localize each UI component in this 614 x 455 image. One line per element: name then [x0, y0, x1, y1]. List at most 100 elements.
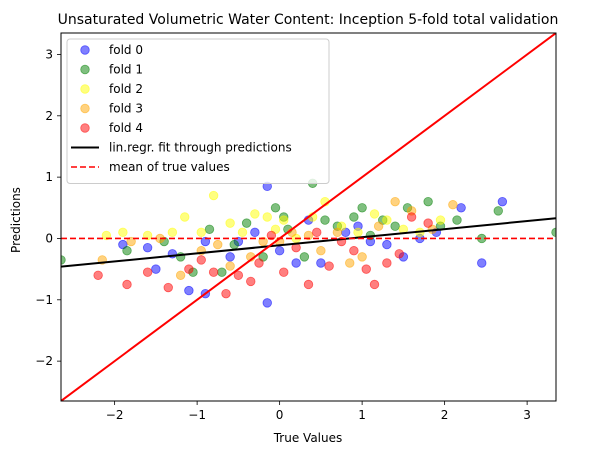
legend-marker: [80, 84, 90, 94]
scatter-point-fold-3: [213, 239, 223, 250]
scatter-point-fold-1: [551, 227, 556, 238]
scatter-point-fold-4: [196, 255, 206, 265]
scatter-point-fold-4: [184, 264, 194, 274]
scatter-point-fold-4: [233, 270, 244, 280]
scatter-point-fold-0: [200, 236, 211, 247]
scatter-point-fold-2: [353, 227, 363, 238]
y-tick-label: 0: [45, 231, 53, 245]
scatter-point-fold-3: [357, 252, 367, 262]
scatter-point-fold-2: [237, 227, 248, 238]
scatter-point-fold-3: [175, 270, 186, 280]
scatter-point-fold-1: [122, 246, 132, 256]
scatter-point-fold-1: [204, 224, 215, 234]
legend-label: mean of true values: [109, 160, 230, 174]
axis-ticks: −2 −1 0 1 2 3 −2 −1 0 1 2 3: [35, 47, 531, 422]
scatter-point-fold-1: [320, 215, 330, 225]
x-tick-label: 3: [523, 408, 531, 422]
scatter-point-fold-4: [93, 270, 103, 280]
scatter-point-fold-2: [180, 212, 190, 222]
scatter-point-fold-0: [151, 264, 161, 274]
scatter-point-fold-3: [390, 196, 400, 207]
scatter-point-fold-4: [394, 249, 404, 259]
scatter-point-fold-2: [225, 218, 235, 228]
x-axis-title: True Values: [273, 431, 343, 445]
scatter-point-fold-2: [196, 227, 206, 238]
x-tick-label: 2: [441, 408, 449, 422]
legend-label: fold 1: [109, 63, 143, 77]
scatter-point-fold-1: [241, 218, 252, 228]
legend-label: fold 0: [109, 43, 143, 57]
scatter-point-fold-0: [274, 246, 285, 256]
y-tick-label: 2: [45, 109, 53, 123]
scatter-point-fold-0: [382, 239, 392, 250]
scatter-point-fold-3: [316, 246, 326, 256]
scatter-point-fold-4: [254, 258, 264, 268]
scatter-point-fold-2: [369, 209, 380, 219]
scatter-point-fold-3: [258, 236, 268, 247]
x-tick-label: 0: [276, 408, 284, 422]
scatter-point-fold-2: [101, 230, 112, 241]
scatter-point-fold-0: [262, 298, 272, 308]
scatter-point-fold-1: [299, 252, 310, 262]
scatter-point-fold-4: [382, 258, 392, 268]
y-tick-label: 3: [45, 47, 53, 61]
scatter-point-fold-4: [142, 267, 153, 277]
legend-marker: [80, 103, 90, 114]
scatter-point-fold-3: [225, 261, 235, 271]
scatter-point-fold-4: [303, 279, 314, 290]
scatter-point-fold-4: [312, 227, 322, 238]
scatter-point-fold-0: [250, 227, 260, 238]
scatter-point-fold-2: [208, 190, 219, 201]
legend-marker: [80, 45, 90, 55]
scatter-point-fold-3: [448, 200, 458, 210]
scatter-point-fold-4: [266, 230, 277, 241]
scatter-point-fold-1: [390, 221, 400, 231]
y-tick-label: −1: [35, 293, 53, 307]
scatter-point-fold-4: [324, 261, 334, 271]
scatter-point-fold-1: [357, 203, 367, 213]
y-tick-label: 1: [45, 170, 53, 184]
scatter-point-fold-1: [493, 206, 503, 216]
x-tick-label: 1: [358, 408, 366, 422]
scatter-point-fold-4: [406, 212, 417, 222]
scatter-point-fold-2: [382, 215, 392, 225]
scatter-point-fold-2: [167, 227, 178, 238]
legend-marker: [80, 64, 90, 75]
plot-frame: [60, 32, 557, 402]
legend: fold 0 fold 1 fold 2 fold 3 fold 4 lin.regr. …: [66, 38, 330, 184]
scatter-point-fold-1: [229, 239, 239, 250]
scatter-point-fold-2: [279, 215, 289, 225]
scatter-point-fold-0: [497, 196, 508, 207]
scatter-point-fold-4: [122, 279, 132, 290]
scatter-point-fold-2: [435, 215, 446, 225]
scatter-point-fold-0: [456, 203, 466, 213]
scatter-point-fold-4: [163, 282, 173, 293]
scatter-point-fold-3: [332, 227, 343, 238]
scatter-point-fold-4: [221, 288, 231, 299]
scatter-point-fold-3: [373, 221, 384, 231]
scatter-point-fold-0: [142, 242, 153, 253]
legend-label: fold 4: [109, 121, 143, 135]
scatter-point-fold-1: [349, 212, 359, 222]
scatter-point-fold-3: [303, 230, 314, 241]
legend-label: fold 2: [109, 82, 143, 96]
legend-label: fold 3: [109, 102, 143, 116]
scatter-point-fold-2: [118, 227, 128, 238]
x-tick-label: −1: [188, 408, 206, 422]
scatter-point-fold-4: [349, 246, 359, 256]
scatter-point-fold-3: [345, 258, 355, 268]
scatter-point-fold-2: [142, 230, 153, 241]
scatter-point-fold-4: [279, 267, 289, 277]
scatter-point-fold-2: [250, 209, 260, 219]
scatter-point-fold-1: [423, 196, 433, 207]
scatter-point-fold-4: [361, 264, 371, 274]
y-tick-label: −2: [35, 354, 53, 368]
scatter-point-fold-4: [208, 267, 219, 277]
scatter-point-fold-0: [184, 285, 194, 296]
scatter-point-fold-0: [291, 258, 301, 268]
scatter-point-fold-0: [225, 252, 235, 262]
legend-marker: [80, 123, 90, 133]
plot-area: [61, 33, 556, 401]
scatter-point-fold-4: [369, 279, 380, 290]
